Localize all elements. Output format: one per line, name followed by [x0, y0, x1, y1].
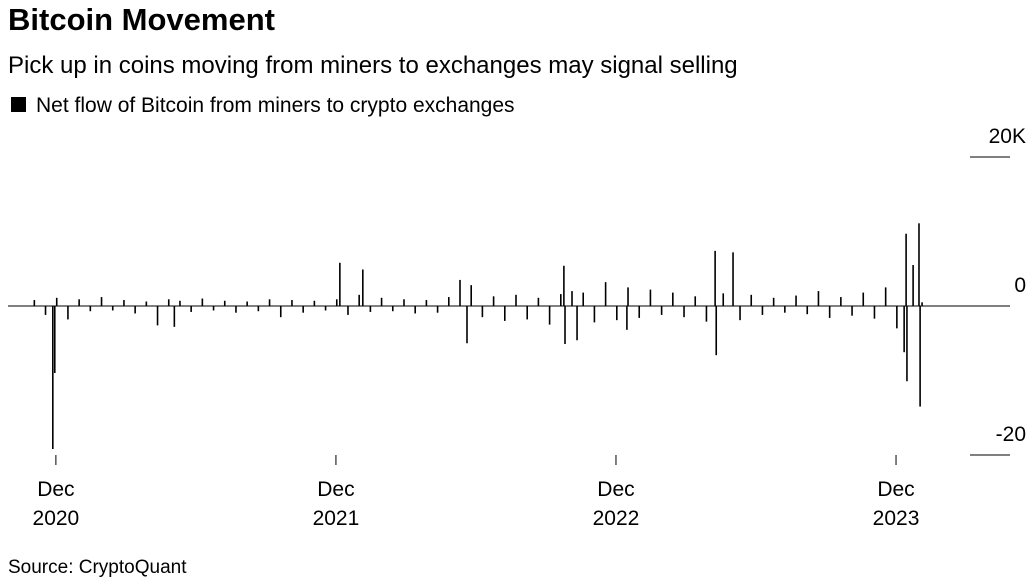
y-tick-label: 20K — [989, 125, 1026, 148]
chart-subtitle: Pick up in coins moving from miners to e… — [8, 52, 738, 79]
x-tick-label: Dec 2021 — [313, 478, 360, 530]
x-tick-label: Dec 2020 — [33, 478, 80, 530]
source: Source: CryptoQuant — [8, 557, 187, 578]
legend-label: Net flow of Bitcoin from miners to crypt… — [36, 94, 515, 117]
chart-title: Bitcoin Movement — [8, 2, 275, 37]
x-tick-label: Dec 2022 — [593, 478, 640, 530]
x-tick-label: Dec 2023 — [873, 478, 920, 530]
y-tick-label: 0 — [1014, 274, 1026, 297]
y-tick-label: -20 — [996, 423, 1026, 446]
legend-swatch — [11, 97, 26, 112]
